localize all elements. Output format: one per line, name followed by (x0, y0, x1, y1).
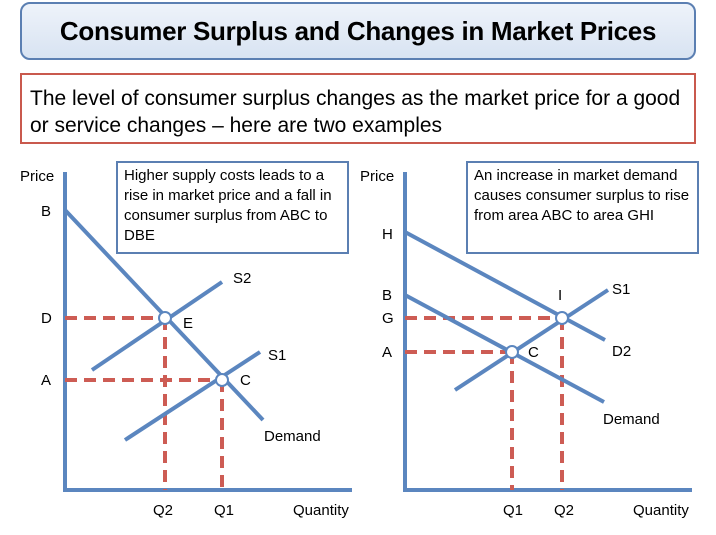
left-price-label-b: B (41, 203, 51, 220)
title-banner: Consumer Surplus and Changes in Market P… (20, 2, 696, 60)
left-curve-label-s1: S1 (268, 347, 286, 364)
right-price-label-b: B (382, 287, 392, 304)
left-note-text: Higher supply costs leads to a rise in m… (124, 167, 332, 244)
right-quantity-label-q1: Q1 (503, 502, 523, 519)
left-point-e (158, 311, 172, 325)
intro-text-box: The level of consumer surplus changes as… (20, 73, 696, 144)
right-price-label-a: A (382, 344, 392, 361)
right-curve-label-demand: Demand (603, 411, 660, 428)
right-point-i (555, 311, 569, 325)
left-x-axis-label: Quantity (293, 502, 349, 519)
left-supply-curve-s2 (90, 280, 224, 372)
left-diagram: Price Quantity B D A Q2 Q1 E C S2 S1 Dem… (20, 168, 352, 519)
right-point-label-i: I (558, 287, 562, 304)
intro-text: The level of consumer surplus changes as… (30, 87, 681, 137)
right-y-axis-label: Price (360, 168, 394, 185)
right-explanation-note: An increase in market demand causes cons… (466, 161, 699, 254)
right-diagram: Price Quantity H B G A Q1 Q2 I C S1 D2 D… (360, 168, 692, 519)
right-point-label-c: C (528, 344, 539, 361)
left-point-c (215, 373, 229, 387)
page-title: Consumer Surplus and Changes in Market P… (59, 15, 657, 46)
left-price-label-d: D (41, 310, 52, 327)
right-note-text: An increase in market demand causes cons… (474, 167, 690, 224)
left-quantity-label-q1: Q1 (214, 502, 234, 519)
right-price-label-g: G (382, 310, 394, 327)
right-supply-curve-s1 (453, 288, 610, 392)
left-curve-label-demand: Demand (264, 428, 321, 445)
right-demand-curve-d2 (404, 230, 606, 342)
left-explanation-note: Higher supply costs leads to a rise in m… (116, 161, 349, 254)
right-quantity-label-q2: Q2 (554, 502, 574, 519)
left-y-axis-label: Price (20, 168, 54, 185)
right-point-c (505, 345, 519, 359)
right-price-label-h: H (382, 226, 393, 243)
left-point-label-e: E (183, 315, 193, 332)
right-curve-label-d2: D2 (612, 343, 631, 360)
left-point-label-c: C (240, 372, 251, 389)
left-supply-curve-s1 (123, 350, 262, 442)
right-x-axis-label: Quantity (633, 502, 689, 519)
left-quantity-label-q2: Q2 (153, 502, 173, 519)
right-curve-label-s1: S1 (612, 281, 630, 298)
left-price-label-a: A (41, 372, 51, 389)
right-demand-curve (404, 293, 605, 404)
left-curve-label-s2: S2 (233, 270, 251, 287)
